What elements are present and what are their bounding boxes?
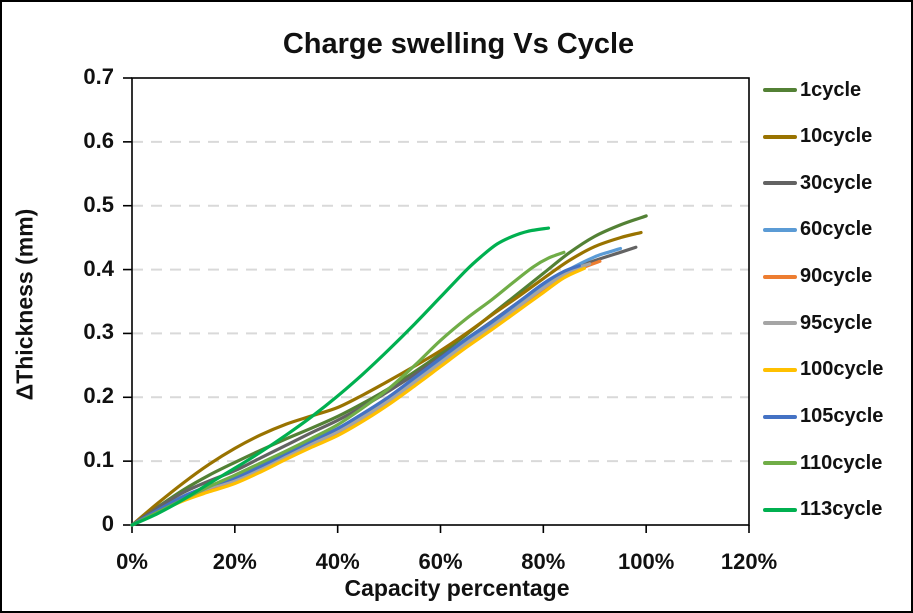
x-tick-label: 80% [521, 549, 566, 574]
series-line-90cycle [130, 259, 602, 527]
legend: 1cycle 10cycle 30cycle 60cycle 90cycle 95cycl… [763, 78, 911, 521]
legend-item-110cycle: 110cycle [763, 451, 911, 474]
x-axis-title: Capacity percentage [344, 575, 570, 601]
legend-item-113cycle: 113cycle [763, 498, 911, 521]
legend-line-swatch [763, 274, 797, 279]
legend-line-swatch [763, 321, 797, 326]
legend-label: 30cycle [800, 171, 873, 194]
legend-item-1cycle: 1cycle [763, 78, 911, 101]
legend-label: 1cycle [800, 78, 862, 101]
y-tick-label: 0.3 [83, 319, 114, 345]
legend-label: 60cycle [800, 218, 873, 241]
y-tick-label: 0.1 [83, 447, 114, 473]
legend-label: 100cycle [800, 358, 884, 381]
x-tick-label: 100% [618, 549, 675, 574]
plot-border [131, 77, 750, 526]
x-tick-label: 40% [315, 549, 360, 574]
legend-label: 110cycle [800, 451, 883, 474]
series-line-113cycle [130, 226, 551, 527]
x-tick-label: 60% [418, 549, 463, 574]
legend-line-swatch [763, 461, 797, 466]
y-tick-label: 0 [101, 510, 114, 536]
y-tick-label: 0.6 [83, 127, 114, 153]
legend-item-105cycle: 105cycle [763, 405, 911, 428]
legend-item-30cycle: 30cycle [763, 171, 911, 194]
legend-line-swatch [763, 367, 797, 372]
x-tick-label: 120% [720, 549, 778, 574]
y-tick-label: 0.4 [83, 255, 114, 281]
y-tick-label: 0.2 [83, 383, 114, 409]
legend-line-swatch [763, 414, 797, 419]
y-tick-label: 0.5 [83, 191, 114, 217]
legend-line-swatch [763, 134, 797, 139]
series-line-10cycle [130, 230, 643, 527]
legend-item-10cycle: 10cycle [763, 125, 911, 148]
legend-line-swatch [763, 507, 797, 512]
legend-label: 90cycle [800, 265, 873, 288]
x-tick-label: 0% [116, 549, 148, 574]
legend-item-60cycle: 60cycle [763, 218, 911, 241]
legend-line-swatch [763, 227, 797, 232]
legend-label: 10cycle [800, 125, 873, 148]
legend-item-90cycle: 90cycle [763, 265, 911, 288]
legend-item-95cycle: 95cycle [763, 311, 911, 334]
y-axis-title: ΔThickness (mm) [11, 208, 38, 401]
legend-line-swatch [763, 88, 797, 92]
y-tick-label: 0.7 [83, 63, 114, 89]
series-line-100cycle [130, 266, 587, 527]
legend-line-swatch [763, 181, 797, 186]
chart-title: Charge swelling Vs Cycle [282, 28, 635, 60]
x-tick-label: 20% [212, 549, 257, 574]
series-line-110cycle [130, 250, 566, 527]
legend-item-100cycle: 100cycle [763, 358, 911, 381]
legend-label: 105cycle [800, 405, 884, 428]
legend-label: 113cycle [800, 498, 883, 521]
legend-label: 95cycle [800, 311, 873, 334]
